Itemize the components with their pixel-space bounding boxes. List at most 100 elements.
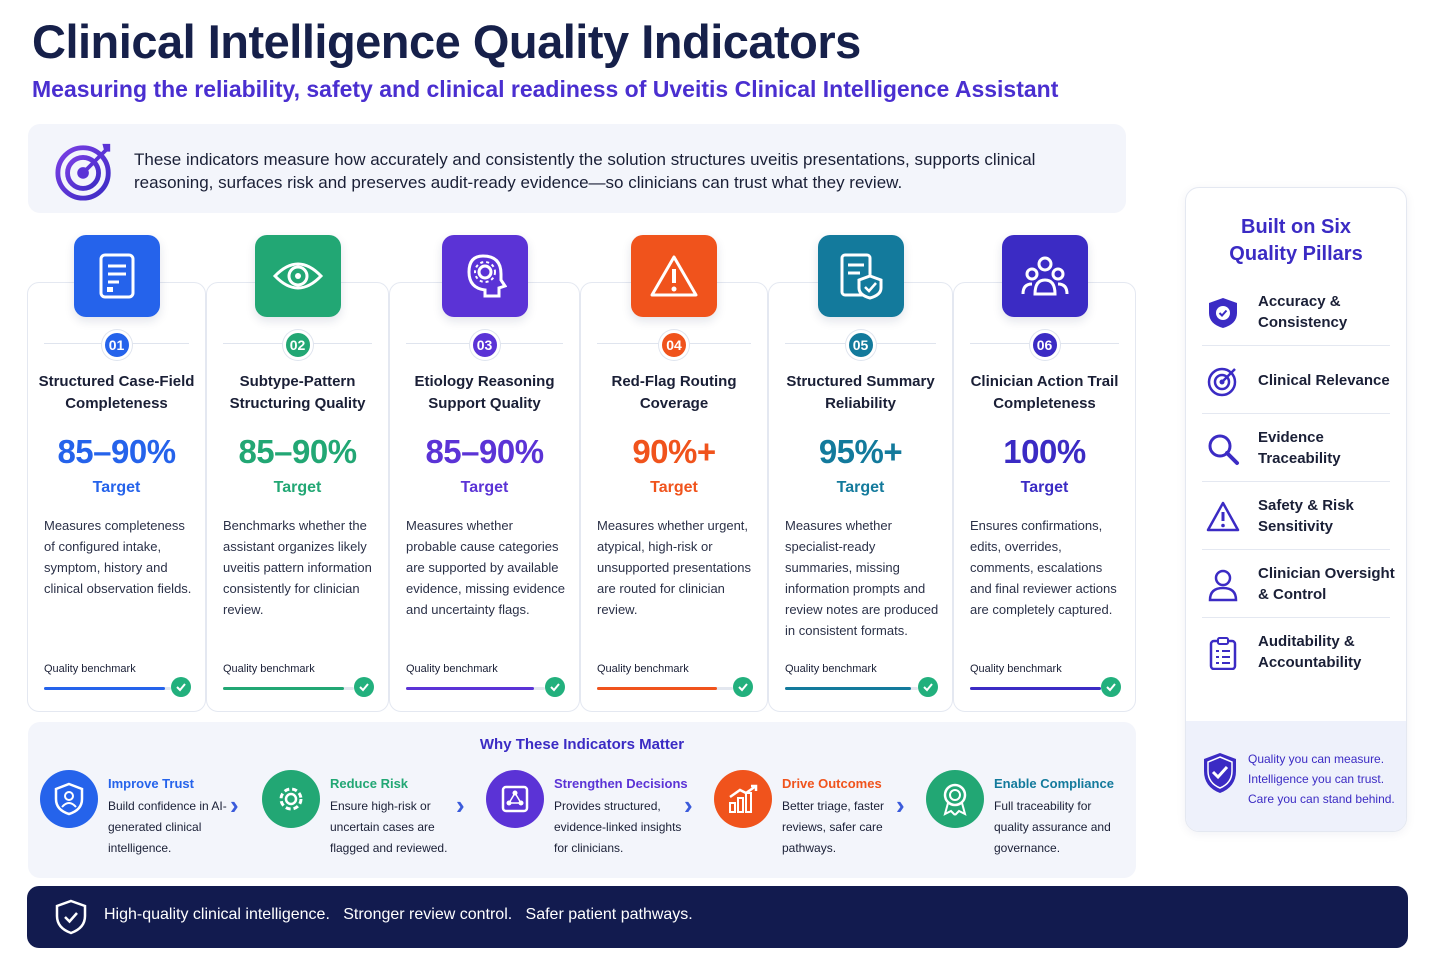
check-icon xyxy=(1101,677,1121,697)
benchmark-label: Quality benchmark xyxy=(970,663,1062,675)
benchmark-bar xyxy=(597,687,733,690)
indicator-target-label: Target xyxy=(1020,479,1069,496)
indicator-title: Clinician Action Trail Completeness xyxy=(970,373,1119,412)
shield-check-icon xyxy=(1209,298,1237,328)
brain-gear-icon xyxy=(466,254,507,298)
warning-icon xyxy=(650,255,698,297)
check-icon xyxy=(171,677,191,697)
benchmark-label: Quality benchmark xyxy=(406,663,498,675)
warning-icon xyxy=(1206,501,1240,532)
benchmark-bar xyxy=(44,687,171,690)
indicator-number: 06 xyxy=(1029,330,1060,360)
pillar-item: Auditability & Accountability xyxy=(1202,618,1390,686)
shield-check-icon xyxy=(55,899,87,935)
intro-text: These indicators measure how accurately … xyxy=(134,150,1036,192)
why-item-title: Drive Outcomes xyxy=(782,776,882,791)
gear-icon xyxy=(262,770,320,828)
intro-panel: These indicators measure how accurately … xyxy=(28,124,1126,213)
indicator-value: 95%+ xyxy=(818,433,903,470)
pillar-item: Safety & Risk Sensitivity xyxy=(1202,482,1390,550)
indicator-description: Measures whether probable cause categori… xyxy=(406,518,565,617)
indicator-number: 02 xyxy=(282,330,313,360)
indicator-card: 03 Etiology Reasoning Support Quality 85… xyxy=(389,235,580,712)
pillar-item: Evidence Traceability xyxy=(1202,414,1390,482)
page-subtitle: Measuring the reliability, safety and cl… xyxy=(32,76,1059,102)
why-item-title: Reduce Risk xyxy=(330,776,409,791)
benchmark-bar xyxy=(970,687,1101,690)
indicator-target-label: Target xyxy=(650,479,698,496)
indicator-card: 02 Subtype-Pattern Structuring Quality 8… xyxy=(206,235,389,712)
indicator-tile xyxy=(1001,235,1088,317)
pillar-label: Auditability & Accountability xyxy=(1258,633,1362,671)
why-panel: Why These Indicators Matter Improve Trus… xyxy=(28,722,1136,878)
benchmark-bar xyxy=(406,687,545,690)
pillar-item: Clinical Relevance xyxy=(1202,346,1390,414)
pillar-label: Evidence Traceability xyxy=(1258,429,1341,467)
indicator-card: 01 Structured Case-Field Completeness 85… xyxy=(27,235,206,712)
quote-text: Quality you can measure. Intelligence yo… xyxy=(1248,752,1395,806)
chevron-right-icon: › xyxy=(684,790,693,820)
clipboard-icon xyxy=(1209,637,1237,670)
award-icon xyxy=(926,770,984,828)
person-icon xyxy=(1208,569,1238,602)
indicator-description: Benchmarks whether the assistant organiz… xyxy=(223,518,372,617)
indicator-card: 04 Red-Flag Routing Coverage 90%+ Target… xyxy=(580,235,768,712)
indicator-number: 05 xyxy=(845,330,876,360)
why-item-text: Ensure high-risk or uncertain cases are … xyxy=(330,799,448,855)
benchmark-bar xyxy=(223,687,354,690)
network-icon xyxy=(486,770,544,828)
indicator-card: 05 Structured Summary Reliability 95%+ T… xyxy=(768,235,953,712)
footer-text: High-quality clinical intelligence. Stro… xyxy=(104,906,693,923)
indicator-description: Measures whether specialist-ready summar… xyxy=(785,518,939,638)
indicator-value: 85–90% xyxy=(425,433,544,470)
indicator-title: Structured Case-Field Completeness xyxy=(38,373,195,412)
why-item-text: Build confidence in AI-generated clinica… xyxy=(108,799,227,855)
footer-banner: High-quality clinical intelligence. Stro… xyxy=(27,886,1408,948)
benchmark-label: Quality benchmark xyxy=(44,663,136,675)
indicator-target-label: Target xyxy=(460,479,509,496)
users-icon xyxy=(1021,256,1068,296)
growth-chart-icon xyxy=(714,770,772,828)
shield-document-icon xyxy=(840,253,882,300)
indicator-tile xyxy=(254,235,341,317)
page-title: Clinical Intelligence Quality Indicators xyxy=(32,15,861,68)
check-icon xyxy=(733,677,753,697)
indicator-tile xyxy=(441,235,528,317)
trust-shield-icon xyxy=(40,770,98,828)
indicator-value: 85–90% xyxy=(57,433,176,470)
benchmark-bar xyxy=(785,687,918,690)
indicator-tile xyxy=(73,235,160,317)
benchmark-label: Quality benchmark xyxy=(785,663,877,675)
check-icon xyxy=(354,677,374,697)
indicator-tile xyxy=(631,235,717,317)
target-icon xyxy=(1207,367,1237,397)
indicator-value: 85–90% xyxy=(238,433,357,470)
indicator-title: Red-Flag Routing Coverage xyxy=(611,373,737,412)
pillars-panel: Built on Six Quality Pillars Accuracy & … xyxy=(1185,187,1407,832)
indicator-value: 90%+ xyxy=(632,433,716,470)
chevron-right-icon: › xyxy=(896,790,905,820)
why-item-text: Full traceability for quality assurance … xyxy=(994,799,1111,855)
check-icon xyxy=(918,677,938,697)
indicator-target-label: Target xyxy=(273,479,322,496)
pillars-title: Built on Six Quality Pillars xyxy=(1229,216,1363,265)
document-icon xyxy=(99,253,134,299)
chevron-right-icon: › xyxy=(230,790,239,820)
eye-icon xyxy=(272,262,323,290)
indicator-card: 06 Clinician Action Trail Completeness 1… xyxy=(953,235,1136,712)
indicator-number: 04 xyxy=(659,330,689,360)
chevron-right-icon: › xyxy=(456,790,465,820)
magnifier-icon xyxy=(1208,434,1239,465)
indicator-description: Measures whether urgent, atypical, high-… xyxy=(597,518,751,617)
target-icon xyxy=(55,143,111,201)
why-item-text: Better triage, faster reviews, safer car… xyxy=(782,799,885,855)
pillar-item: Clinician Oversight & Control xyxy=(1202,550,1395,618)
pillar-label: Clinician Oversight & Control xyxy=(1258,565,1395,603)
pillar-label: Clinical Relevance xyxy=(1258,371,1390,389)
pillar-label: Accuracy & Consistency xyxy=(1258,293,1348,331)
pillar-item: Accuracy & Consistency xyxy=(1202,278,1390,346)
benchmark-label: Quality benchmark xyxy=(597,663,689,675)
indicator-target-label: Target xyxy=(92,479,141,496)
why-item-text: Provides structured, evidence-linked ins… xyxy=(554,799,682,855)
indicator-title: Subtype-Pattern Structuring Quality xyxy=(229,373,366,412)
